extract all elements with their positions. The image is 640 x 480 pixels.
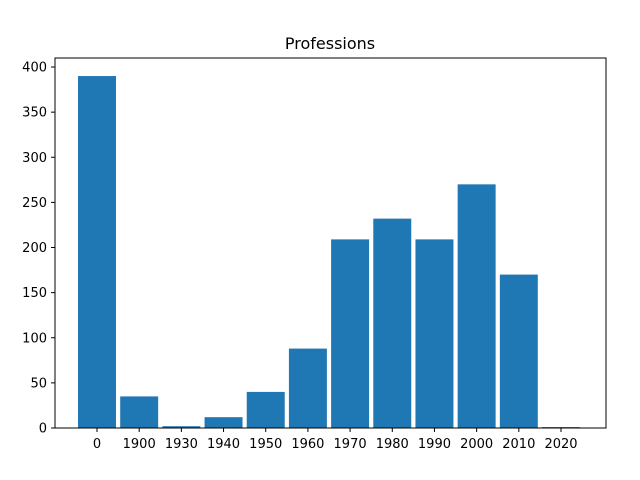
bar-2010 [499, 274, 538, 428]
x-tick-label: 2000 [460, 437, 493, 452]
y-tick-label: 200 [22, 241, 47, 256]
x-tick-label: 1950 [249, 437, 282, 452]
y-tick-label: 350 [22, 106, 47, 121]
x-tick-label: 2020 [544, 437, 577, 452]
bar-1950 [246, 391, 285, 428]
y-tick-label: 50 [30, 376, 47, 391]
bar-2000 [457, 184, 496, 428]
bars-group [78, 76, 580, 429]
x-tick-label: 2010 [502, 437, 535, 452]
bar-0 [78, 76, 116, 429]
bar-1900 [120, 396, 159, 428]
bar-1990 [415, 239, 454, 428]
x-tick-label: 1930 [165, 437, 198, 452]
plot-frame [54, 57, 607, 429]
y-tick-label: 400 [22, 61, 47, 76]
y-tick-label: 300 [22, 151, 47, 166]
x-axis-ticks: 0 1900 1930 1940 1950 1960 1970 1980 1990 2000 201… [93, 428, 578, 452]
y-tick-label: 250 [22, 196, 47, 211]
x-tick-label: 1940 [207, 437, 240, 452]
chart-title: Professions [285, 34, 375, 53]
x-tick-label: 1900 [123, 437, 156, 452]
y-tick-label: 150 [22, 286, 47, 301]
bar-1940 [204, 417, 243, 428]
bar-1980 [373, 218, 412, 428]
y-tick-label: 0 [39, 422, 47, 437]
x-tick-label: 1980 [376, 437, 409, 452]
bar-1960 [288, 348, 327, 428]
y-axis-ticks: 0 50 100 150 200 250 300 350 400 [22, 61, 55, 437]
y-tick-label: 100 [22, 331, 47, 346]
bar-1930 [162, 426, 201, 428]
x-tick-label: 1990 [418, 437, 451, 452]
x-tick-label: 1970 [334, 437, 367, 452]
x-tick-label: 0 [93, 437, 101, 452]
bar-1970 [331, 239, 370, 428]
x-tick-label: 1960 [291, 437, 324, 452]
